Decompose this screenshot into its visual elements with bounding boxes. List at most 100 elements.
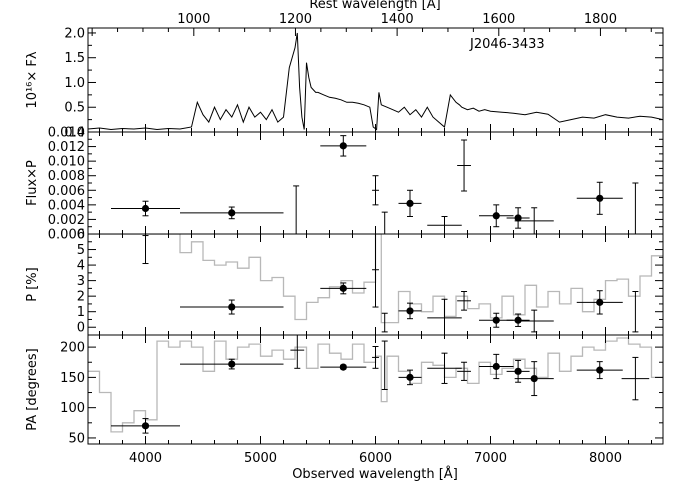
data-marker: [596, 298, 604, 306]
pol-y-tick-label: 0: [77, 321, 85, 336]
top-x-tick-label: 1200: [279, 12, 312, 27]
flux-y-tick-label: 1.5: [64, 51, 85, 66]
top-x-tick-label: 1400: [381, 12, 414, 27]
flux-y-tick-label: 0.0: [64, 126, 85, 141]
pa-y-tick-label: 50: [68, 431, 85, 446]
pol-y-tick-label: 6: [77, 228, 85, 243]
data-marker: [406, 307, 414, 315]
polflux-point-4: [479, 204, 514, 228]
pol-point-7: [372, 234, 379, 308]
pol-y-axis-label: P [%]: [25, 267, 40, 301]
pol-point-4: [506, 313, 530, 327]
data-marker: [141, 204, 150, 213]
data-marker: [596, 194, 604, 202]
pol-point-12: [632, 290, 639, 333]
pol-point-2: [398, 302, 422, 320]
pol-point-10: [457, 290, 471, 311]
polflux-plot-area: [111, 135, 639, 234]
top-x-tick-label: 1000: [177, 12, 210, 27]
data-marker: [514, 316, 522, 324]
data-marker: [596, 366, 604, 374]
polflux-point-11: [457, 139, 471, 192]
pa-point-10: [381, 340, 388, 390]
data-marker: [228, 303, 236, 311]
pol-point-11: [514, 309, 554, 333]
pa-y-tick-label: 150: [60, 371, 85, 386]
position-angle-panel: 50 100 150 200 PA [degrees] 4000 5000 6000 7000 8…: [25, 334, 664, 466]
flux-plot-area: [88, 32, 663, 131]
x-tick-label: 6000: [359, 451, 392, 466]
polflux-point-12: [514, 207, 554, 234]
pol-y-tick-label: 3: [77, 274, 85, 289]
polflux-y-tick-label: 0.002: [48, 213, 85, 228]
pa-point-2: [320, 363, 367, 371]
data-marker: [339, 363, 347, 371]
pol-y-tick-label: 2: [77, 290, 85, 305]
x-axis-label: Observed wavelength [Å]: [292, 466, 458, 482]
flux-y-tick-label: 0.5: [64, 101, 85, 116]
polflux-point-0: [111, 200, 180, 217]
flux-frame: [87, 27, 664, 133]
top-x-tick-label: 1600: [482, 12, 515, 27]
top-x-tick-label: 1800: [584, 12, 617, 27]
data-marker: [492, 316, 500, 324]
polflux-point-8: [372, 175, 379, 206]
pa-point-0: [111, 418, 180, 434]
data-marker: [228, 209, 236, 217]
polflux-y-tick-label: 0.012: [48, 140, 85, 155]
pa-point-5: [506, 359, 530, 383]
pol-y-tick-label: 4: [77, 259, 85, 274]
pol-point-8: [381, 312, 388, 333]
polflux-y-tick-label: 0.014: [48, 126, 85, 141]
data-marker: [530, 375, 538, 383]
polflux-y-tick-label: 0.010: [48, 155, 85, 170]
polarized-flux-panel: 0.0000.0020.0040.0060.0080.0100.0120.014…: [25, 126, 664, 243]
pa-point-8: [290, 335, 305, 369]
data-marker: [406, 199, 414, 207]
polflux-point-5: [506, 207, 530, 229]
data-marker: [141, 422, 150, 430]
pol-point-5: [576, 290, 623, 315]
pol-point-9: [427, 298, 462, 335]
pol-point-0: [180, 299, 284, 315]
x-tick-label: 4000: [129, 451, 162, 466]
polflux-point-1: [180, 206, 284, 220]
pa-point-11: [427, 352, 462, 384]
polflux-point-3: [398, 189, 422, 218]
pa-y-axis-label: PA [degrees]: [25, 348, 40, 431]
polflux-y-axis-label: Flux×P: [25, 160, 40, 206]
pa-point-3: [398, 369, 422, 386]
polflux-y-tick-label: 0.008: [48, 169, 85, 184]
top-x-axis-label: Rest wavelength [Å]: [309, 0, 440, 12]
data-marker: [492, 362, 500, 371]
pol-grey-curve: [88, 234, 663, 324]
pol-y-tick-label: 5: [77, 243, 85, 258]
pa-y-tick-label: 100: [60, 401, 85, 416]
pa-y-tick-label: 200: [60, 341, 85, 356]
pol-plot-area: [88, 234, 663, 335]
top-axis: 1000 1200 1400 1600 1800: [91, 12, 652, 36]
flux-spectrum-line: [88, 32, 663, 131]
polflux-point-2: [320, 135, 367, 157]
flux-panel: 0.0 0.5 1.0 1.5 2.0 10¹⁶× Fλ: [25, 26, 664, 141]
polflux-y-tick-label: 0.000: [48, 228, 85, 243]
data-marker: [492, 212, 500, 220]
pa-point-1: [180, 358, 284, 370]
pol-point-1: [320, 282, 367, 295]
flux-y-tick-label: 1.0: [64, 76, 85, 91]
data-marker: [406, 373, 414, 381]
flux-y-tick-label: 2.0: [64, 26, 85, 41]
object-label: J2046-3433: [469, 37, 545, 52]
polflux-point-13: [632, 182, 639, 234]
pa-point-9: [372, 346, 379, 369]
x-tick-label: 5000: [244, 451, 277, 466]
data-marker: [514, 214, 522, 222]
pol-y-tick-label: 1: [77, 305, 85, 320]
x-tick-label: 8000: [589, 451, 622, 466]
x-tick-label: 7000: [474, 451, 507, 466]
polflux-y-tick-label: 0.006: [48, 184, 85, 199]
pa-plot-area: [88, 335, 663, 434]
polflux-point-6: [576, 181, 623, 215]
